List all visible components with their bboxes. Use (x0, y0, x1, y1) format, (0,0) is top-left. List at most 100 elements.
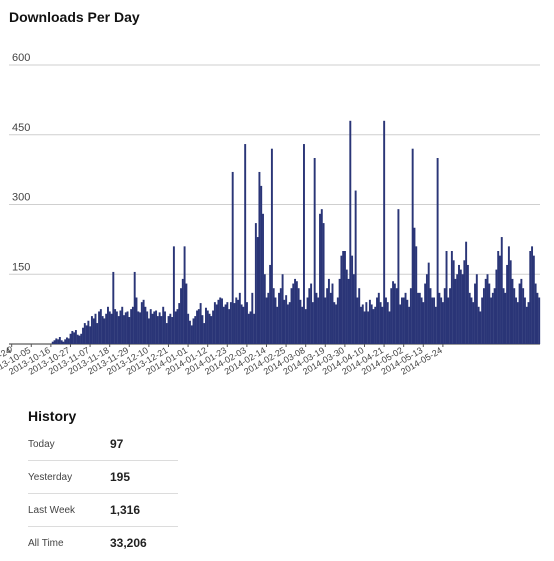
bar (345, 269, 348, 344)
bar (76, 334, 79, 344)
bar (290, 288, 293, 344)
bar (376, 297, 378, 344)
bar (135, 297, 138, 344)
bar (124, 312, 127, 344)
history-label: Today (28, 438, 55, 450)
bar (112, 271, 115, 344)
bar (222, 306, 225, 344)
bar (470, 297, 473, 344)
bar (203, 323, 206, 344)
history-row-last-week: Last Week 1,316 (28, 493, 178, 527)
bar (90, 316, 93, 344)
history-value: 1,316 (110, 493, 178, 527)
bar (114, 309, 117, 345)
bar (442, 302, 444, 344)
bar (285, 295, 288, 344)
bar (361, 304, 364, 344)
bar (399, 304, 402, 344)
bar (388, 311, 391, 344)
bar (520, 278, 523, 344)
bar (347, 278, 350, 344)
bar (393, 283, 396, 344)
bar (466, 264, 469, 344)
bar (260, 185, 263, 344)
bar (194, 316, 197, 344)
bar (306, 297, 309, 344)
bar (310, 283, 313, 344)
bar (221, 298, 223, 344)
bar (82, 327, 84, 344)
bar (219, 297, 222, 344)
bar (151, 313, 154, 344)
bar (281, 274, 284, 344)
bar (429, 288, 432, 344)
y-axis-ticks: 150 300 450 600 (12, 52, 30, 273)
bar (245, 302, 248, 344)
bar (395, 288, 398, 344)
bar (131, 306, 134, 344)
bar (242, 306, 245, 344)
bar (536, 292, 539, 344)
bar (69, 333, 72, 344)
bar (392, 281, 395, 344)
bar (365, 302, 368, 344)
bar (354, 190, 357, 344)
bar (199, 303, 202, 344)
bar (481, 297, 484, 344)
bar (137, 311, 140, 344)
bar (458, 264, 460, 344)
bar (454, 278, 457, 344)
bar (121, 306, 124, 344)
bar (297, 288, 300, 344)
bar (504, 292, 507, 344)
bar (433, 297, 436, 344)
bar (87, 320, 90, 344)
bar (511, 278, 514, 344)
bar (171, 317, 174, 344)
bar (228, 309, 231, 345)
bar (333, 302, 336, 344)
bar (529, 251, 532, 344)
bar (500, 237, 503, 344)
bar (493, 288, 496, 344)
bar (267, 292, 270, 344)
x-axis-origin-label: 0 (7, 345, 12, 355)
bar (360, 306, 362, 344)
bar (288, 302, 291, 344)
bar (468, 292, 471, 344)
bar (210, 316, 213, 344)
bar (272, 288, 275, 344)
bar (107, 306, 109, 344)
bar (338, 278, 341, 344)
bar (384, 297, 387, 344)
downloads-chart: 150 300 450 600 2013-09-242013-10-052013-10… (0, 52, 541, 377)
bar (456, 274, 459, 344)
bar (308, 288, 311, 344)
bar (144, 306, 147, 344)
bar (89, 326, 92, 344)
bar (172, 246, 175, 344)
bar (509, 260, 512, 344)
bar (383, 120, 386, 344)
bar (240, 304, 243, 344)
bar (438, 292, 441, 344)
bar (452, 260, 455, 344)
bar (336, 297, 339, 344)
bar (96, 323, 99, 344)
bar (153, 311, 156, 344)
bar (217, 299, 220, 344)
bar (276, 306, 279, 344)
bar (142, 299, 145, 344)
bar (229, 302, 232, 344)
bar (397, 209, 400, 344)
bar (80, 333, 83, 344)
bar (108, 311, 111, 344)
history-label: All Time (28, 526, 110, 559)
bar (379, 302, 382, 344)
bar (197, 309, 200, 345)
bar (187, 313, 190, 344)
bar (62, 341, 65, 344)
bar (313, 158, 316, 344)
bar (324, 297, 327, 344)
bar (188, 320, 191, 344)
